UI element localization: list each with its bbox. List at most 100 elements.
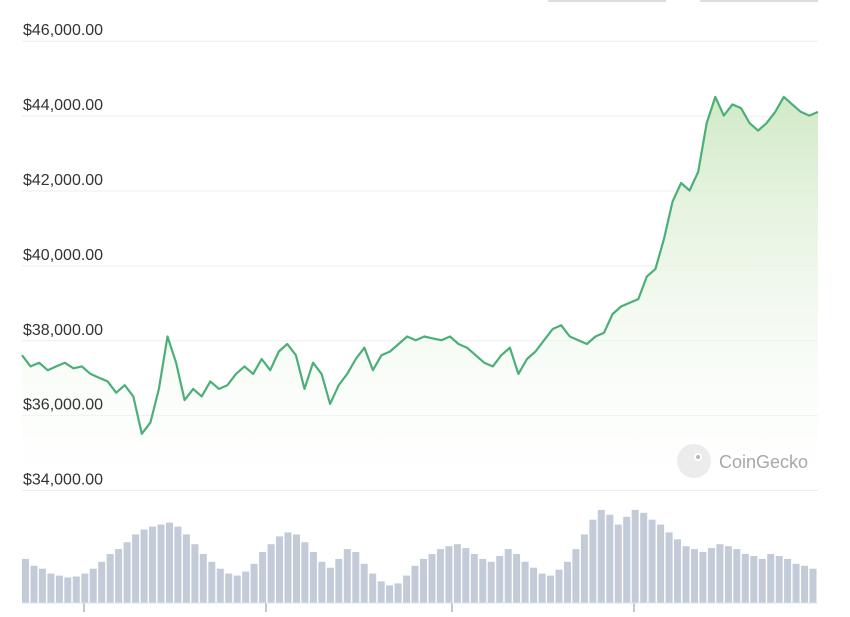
volume-bar [767, 554, 775, 603]
volume-bar [504, 549, 512, 603]
volume-bar [640, 512, 648, 603]
volume-bar [589, 519, 597, 603]
volume-bar [199, 554, 207, 603]
volume-bar [242, 571, 250, 603]
volume-bar [724, 546, 732, 603]
y-tick-label: $46,000.00 [23, 22, 103, 39]
y-tick-label: $44,000.00 [23, 97, 103, 114]
volume-bar [250, 563, 258, 603]
volume-bar [225, 573, 233, 603]
volume-bar [369, 573, 377, 603]
volume-bar [38, 568, 46, 603]
volume-bar [208, 561, 216, 603]
volume-bar [707, 548, 715, 603]
watermark-text: CoinGecko [719, 452, 808, 472]
volume-bar [809, 568, 817, 603]
y-tick-label: $34,000.00 [23, 472, 103, 489]
volume-bar [631, 509, 639, 603]
volume-bar [453, 544, 461, 603]
volume-bar [564, 561, 571, 603]
volume-bar [487, 561, 495, 603]
volume-bar [606, 514, 614, 603]
price-line [21, 95, 819, 435]
y-tick-label: $42,000.00 [23, 172, 103, 189]
price-area-fill [22, 96, 818, 491]
volume-bar [572, 549, 580, 603]
volume-bar [182, 534, 190, 603]
volume-bar [420, 558, 427, 603]
volume-bar [538, 573, 546, 603]
coingecko-watermark: CoinGecko [677, 444, 808, 478]
volume-bar [403, 575, 411, 603]
volume-bar [792, 563, 800, 603]
volume-bar [267, 544, 275, 603]
volume-bar [597, 509, 605, 603]
volume-bar [733, 549, 741, 603]
volume-bar [470, 554, 478, 603]
volume-bar [132, 534, 140, 603]
volume-bar [496, 556, 504, 603]
range-button-edge-1[interactable] [548, 0, 666, 2]
volume-bar [352, 552, 360, 603]
volume-bar [750, 556, 758, 603]
volume-bar [149, 526, 156, 603]
volume-bar [648, 519, 656, 603]
volume-bar [614, 524, 622, 603]
volume-bar [318, 561, 326, 603]
volume-bar [377, 581, 385, 603]
volume-bar [394, 583, 402, 603]
volume-bar [293, 534, 300, 603]
volume-bar [55, 575, 63, 603]
volume-bar [98, 561, 106, 603]
volume-bar [47, 573, 55, 603]
volume-bar [166, 522, 173, 603]
volume-bar [284, 532, 292, 603]
y-axis-ticks: $46,000.00 $44,000.00 $42,000.00 $40,000.00… [23, 22, 103, 488]
y-tick-label: $40,000.00 [23, 247, 103, 264]
volume-bar [580, 534, 588, 603]
volume-bar [699, 552, 707, 603]
volume-bar [106, 554, 114, 603]
volume-bar [276, 536, 283, 603]
volume-bar [801, 565, 809, 603]
volume-bar [64, 577, 72, 603]
volume-bar [386, 585, 394, 603]
volume-bar [513, 554, 521, 603]
volume-bar [462, 548, 470, 603]
volume-bar [309, 552, 317, 603]
volume-bar [343, 549, 351, 603]
gecko-pupil-icon [696, 455, 700, 459]
volume-bars [22, 509, 817, 603]
gecko-logo-icon [677, 444, 711, 478]
volume-bar [530, 567, 538, 603]
volume-bar [521, 561, 529, 603]
volume-bar [775, 556, 783, 603]
volume-bar [326, 567, 334, 603]
volume-bar [360, 563, 368, 603]
range-button-edge-2[interactable] [700, 0, 818, 2]
volume-bar [30, 565, 38, 603]
volume-bar [657, 524, 665, 603]
volume-bar [191, 544, 199, 603]
volume-bar [233, 575, 241, 603]
volume-bar [123, 542, 131, 603]
volume-bar [547, 575, 554, 603]
volume-bar [89, 568, 97, 603]
volume-bar [758, 558, 766, 603]
volume-bar [411, 565, 419, 603]
volume-bar [682, 546, 690, 603]
volume-bar [259, 552, 267, 603]
volume-bar [174, 526, 182, 603]
volume-bar [157, 524, 165, 603]
volume-bar [22, 558, 29, 603]
x-axis-ticks [83, 603, 635, 612]
volume-bar [81, 573, 89, 603]
y-tick-label: $36,000.00 [23, 397, 103, 414]
volume-bar [665, 532, 673, 603]
volume-bar [479, 558, 487, 603]
volume-bar [301, 542, 309, 603]
volume-bar [140, 529, 148, 603]
volume-bar [674, 539, 681, 603]
